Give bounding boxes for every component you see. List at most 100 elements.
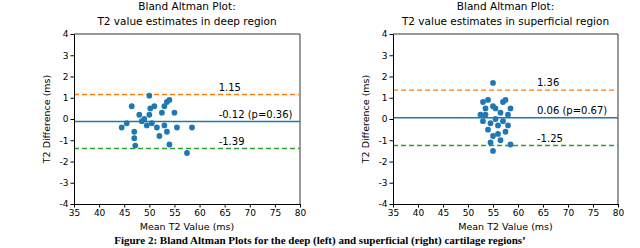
y-tick: -2 <box>60 157 74 167</box>
y-tick: 3 <box>382 51 393 61</box>
point <box>490 133 496 139</box>
point <box>503 129 509 135</box>
y-tick-label: 4 <box>63 29 69 39</box>
point <box>132 143 138 149</box>
y-tick: -3 <box>379 178 393 188</box>
point <box>149 120 155 126</box>
y-tick: -3 <box>60 178 74 188</box>
y-tick-label: 3 <box>382 51 388 61</box>
x-tick: 65 <box>538 204 549 218</box>
frame-top <box>393 34 618 35</box>
panel: 1.360.06 (p=0.67)-1.25354045505560657075… <box>360 0 624 232</box>
x-tick-label: 35 <box>388 208 399 218</box>
x-tick-label: 60 <box>194 208 206 218</box>
x-tick: 70 <box>563 204 575 218</box>
frame-right <box>300 34 301 204</box>
reference-line <box>74 94 300 95</box>
x-tick: 55 <box>488 204 499 218</box>
point <box>485 97 491 103</box>
y-axis-title: T2 Difference (ms) <box>41 75 52 164</box>
point <box>508 105 514 111</box>
y-tick-label: 1 <box>382 93 388 103</box>
y-axis: -4-3-2-101234 <box>379 29 394 209</box>
y-tick-label: 0 <box>63 114 69 124</box>
x-tick-label: 75 <box>588 208 599 218</box>
y-tick: 1 <box>63 93 74 103</box>
point <box>485 127 491 133</box>
y-tick-mark <box>390 140 394 141</box>
title: Bland Altman Plot: <box>138 0 235 12</box>
y-tick: 2 <box>382 72 393 82</box>
x-tick: 45 <box>119 204 130 218</box>
y-tick-label: -1 <box>60 136 69 146</box>
panel: 1.15-0.12 (p=0.36)-1.3935404550556065707… <box>41 0 306 232</box>
reference-label: -1.39 <box>219 136 245 147</box>
x-tick: 55 <box>169 204 180 218</box>
y-axis: -4-3-2-101234 <box>60 29 75 209</box>
point <box>144 122 150 128</box>
point <box>500 118 506 124</box>
point <box>505 112 511 118</box>
x-tick: 65 <box>219 204 230 218</box>
point <box>483 112 489 118</box>
x-tick-label: 45 <box>119 208 130 218</box>
point <box>157 133 163 139</box>
x-tick: 50 <box>144 204 156 218</box>
x-axis: 35404550556065707580 <box>388 204 625 218</box>
point <box>508 142 514 148</box>
reference-label: 0.06 (p=0.67) <box>537 105 607 116</box>
point <box>498 137 504 143</box>
y-tick-label: 1 <box>63 93 69 103</box>
point <box>174 125 180 131</box>
x-tick: 40 <box>413 204 425 218</box>
point <box>167 97 173 103</box>
point <box>131 129 137 135</box>
reference-line <box>393 89 618 90</box>
frame-top <box>74 34 300 35</box>
plot-area <box>393 80 618 154</box>
point <box>172 110 178 116</box>
reference-line <box>74 148 300 149</box>
y-tick-mark <box>390 98 394 99</box>
y-tick: -1 <box>379 136 393 146</box>
point <box>131 135 137 141</box>
x-tick: 35 <box>69 204 80 218</box>
y-tick-mark <box>390 183 394 184</box>
point <box>493 116 499 122</box>
caption: Figure 2: Bland Altman Plots for the dee… <box>114 234 526 247</box>
x-axis-line <box>75 204 301 205</box>
y-axis-line <box>393 35 394 205</box>
point <box>503 97 509 103</box>
point <box>146 112 152 118</box>
x-tick-label: 35 <box>69 208 80 218</box>
y-tick: 4 <box>382 29 393 39</box>
point <box>184 150 190 156</box>
x-tick-label: 45 <box>438 208 449 218</box>
y-tick-label: -3 <box>60 178 69 188</box>
point <box>488 139 494 145</box>
y-axis-line <box>74 35 75 205</box>
y-tick: -4 <box>379 199 393 209</box>
reference-label: 1.15 <box>219 82 241 93</box>
y-tick: 2 <box>63 72 74 82</box>
point <box>136 112 142 118</box>
point <box>495 122 501 128</box>
point <box>151 103 157 109</box>
point <box>124 120 130 126</box>
point <box>154 125 160 131</box>
point <box>167 142 173 148</box>
reference-label: -0.12 (p=0.36) <box>219 109 293 120</box>
x-tick: 75 <box>588 204 599 218</box>
point <box>498 110 504 116</box>
x-tick-label: 50 <box>144 208 156 218</box>
point <box>146 93 152 99</box>
y-tick-mark <box>390 162 394 163</box>
y-tick-label: -3 <box>379 178 388 188</box>
y-axis-title: T2 Difference (ms) <box>360 75 371 164</box>
y-tick-mark <box>71 119 75 120</box>
x-tick-label: 65 <box>538 208 549 218</box>
x-tick-label: 55 <box>488 208 499 218</box>
x-tick-label: 80 <box>613 208 625 218</box>
y-tick-label: 3 <box>63 51 69 61</box>
y-tick-mark <box>390 55 394 56</box>
